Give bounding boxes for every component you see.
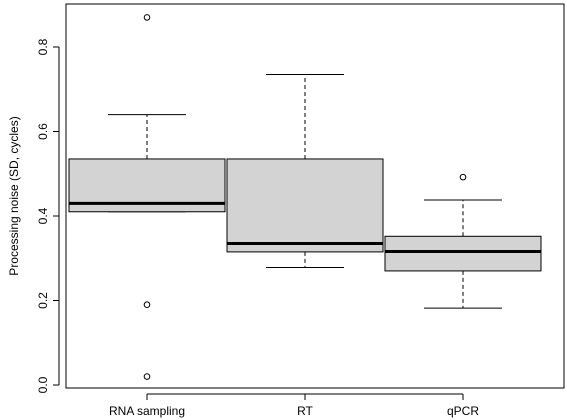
y-tick-label: 0.8 — [36, 38, 50, 55]
y-axis-label: Processing noise (SD, cycles) — [7, 116, 21, 275]
y-tick-label: 0.2 — [36, 292, 50, 309]
plot-frame — [65, 3, 565, 389]
box-group — [384, 173, 542, 309]
y-tick-label: 0.4 — [36, 207, 50, 224]
box-group — [226, 73, 384, 269]
x-tick-label: qPCR — [447, 404, 479, 418]
y-tick-label: 0.0 — [36, 376, 50, 393]
outlier-point — [143, 373, 151, 380]
outlier-point — [459, 173, 467, 181]
box-group — [68, 14, 226, 380]
x-tick-label: RT — [297, 404, 313, 418]
boxes-layer — [68, 14, 542, 380]
outlier-point — [143, 301, 151, 309]
iqr-box — [384, 235, 542, 272]
iqr-box — [226, 158, 384, 253]
x-tick-label: RNA sampling — [109, 404, 185, 418]
outlier-point — [143, 14, 151, 21]
y-tick-label: 0.6 — [36, 123, 50, 140]
x-axis: RNA sampling RT qPCR — [109, 393, 479, 418]
y-axis: 0.0 0.2 0.4 0.6 0.8 — [36, 38, 60, 393]
